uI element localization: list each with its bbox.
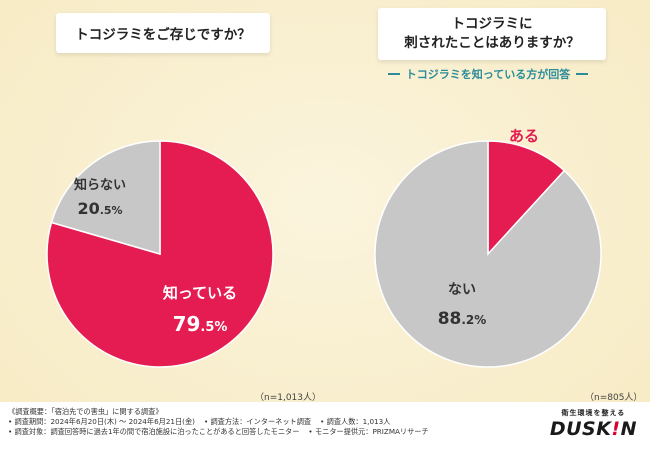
logo-brand: DUSK!N — [550, 418, 637, 440]
survey-line-2: • 調査期間：2024年6月20日(木) ～ 2024年6月21日(金) • 調査… — [8, 417, 429, 427]
logo-brand-b: N — [620, 418, 637, 440]
pie2-slice-1-value: 11.8% — [500, 156, 549, 176]
n-note-2: （n=805人） — [585, 393, 643, 403]
respondent-note: トコジラミを知っている方が回答 — [368, 66, 608, 82]
question-1-title: トコジラミをご存じですか？ — [56, 13, 270, 53]
dash-left — [387, 73, 400, 75]
survey-footer: 《調査概要：「宿泊先での害虫」に関する調査》 • 調査期間：2024年6月20日… — [0, 402, 650, 450]
n-note-1: （n=1,013人） — [255, 393, 322, 403]
pie1-slice-2 — [50, 140, 161, 255]
pie1-slice-1-label: 知っている — [163, 284, 237, 302]
dash-right — [576, 73, 589, 75]
question-2-title: トコジラミに 刺されたことはありますか？ — [378, 8, 606, 60]
question-2-title-line1: トコジラミに — [451, 16, 533, 33]
logo-brand-a: DUSK — [549, 418, 612, 440]
duskin-logo: 衛生環境を整える DUSK!N — [550, 408, 637, 440]
pie1-slice-1-value: 79.5% — [173, 312, 228, 336]
pie2-slice-2-label: ない — [448, 282, 476, 298]
logo-brand-ex: ! — [611, 418, 621, 440]
survey-details: 《調査概要：「宿泊先での害虫」に関する調査》 • 調査期間：2024年6月20日… — [8, 407, 429, 438]
pie-charts: 知っている 79.5% 知らない 20.5% ある 11.8% ない 88.2% — [46, 127, 602, 368]
question-2-title-line2: 刺されたことはありますか？ — [404, 35, 580, 51]
respondent-note-text: トコジラミを知っている方が回答 — [405, 68, 571, 81]
pie2-slice-2-value: 88.2% — [438, 309, 487, 329]
logo-tagline: 衛生環境を整える — [561, 409, 626, 417]
pie1-slice-2-value: 20.5% — [77, 199, 122, 218]
pie1-slice-2-label: 知らない — [74, 177, 126, 193]
survey-target: • 調査対象：調査回答時に過去1年の間で宿泊施設に泊ったことがあると回答したモニ… — [8, 427, 300, 437]
survey-count: • 調査人数：1,013人 — [320, 417, 391, 427]
survey-method: • 調査方法：インターネット調査 — [203, 417, 312, 427]
survey-line-3: • 調査対象：調査回答時に過去1年の間で宿泊施設に泊ったことがあると回答したモニ… — [8, 427, 429, 437]
pie2-slice-1 — [487, 140, 566, 256]
pie2-slice-1-label: ある — [509, 127, 539, 145]
survey-period: • 調査期間：2024年6月20日(木) ～ 2024年6月21日(金) — [8, 417, 195, 427]
survey-title: 《調査概要：「宿泊先での害虫」に関する調査》 — [8, 407, 163, 416]
pie2-slice-2 — [374, 140, 602, 368]
survey-provider: • モニター提供元：PRIZMAリサーチ — [308, 427, 429, 437]
